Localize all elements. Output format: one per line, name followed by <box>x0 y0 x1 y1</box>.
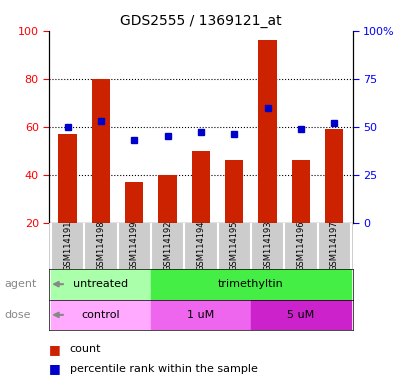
Bar <box>324 129 343 223</box>
Text: GSM114197: GSM114197 <box>329 220 338 271</box>
Text: 1 uM: 1 uM <box>187 310 214 320</box>
Bar <box>51 269 151 300</box>
Bar <box>258 40 276 223</box>
Bar <box>158 175 176 223</box>
Text: untreated: untreated <box>73 279 128 289</box>
Text: GSM114192: GSM114192 <box>163 220 172 271</box>
Title: GDS2555 / 1369121_at: GDS2555 / 1369121_at <box>120 14 281 28</box>
Text: control: control <box>81 310 120 320</box>
Text: GSM114198: GSM114198 <box>96 220 105 271</box>
Text: GSM114193: GSM114193 <box>263 220 272 271</box>
Bar <box>151 300 250 330</box>
Text: GSM114199: GSM114199 <box>129 220 138 271</box>
Bar <box>250 300 350 330</box>
Text: percentile rank within the sample: percentile rank within the sample <box>70 364 257 374</box>
Text: dose: dose <box>4 310 31 320</box>
Bar <box>151 269 350 300</box>
Text: GSM114191: GSM114191 <box>63 220 72 271</box>
Bar <box>92 79 110 223</box>
Bar <box>191 151 209 223</box>
Text: ■: ■ <box>49 343 61 356</box>
Text: 5 uM: 5 uM <box>287 310 314 320</box>
Bar <box>291 161 309 223</box>
Bar <box>125 182 143 223</box>
Text: GSM114195: GSM114195 <box>229 220 238 271</box>
Text: trimethyltin: trimethyltin <box>218 279 283 289</box>
Text: ■: ■ <box>49 362 61 375</box>
Bar <box>225 161 243 223</box>
Text: GSM114194: GSM114194 <box>196 220 205 271</box>
Bar <box>58 134 76 223</box>
Bar <box>51 300 151 330</box>
Text: agent: agent <box>4 279 36 289</box>
Text: GSM114196: GSM114196 <box>296 220 305 271</box>
Text: count: count <box>70 344 101 354</box>
